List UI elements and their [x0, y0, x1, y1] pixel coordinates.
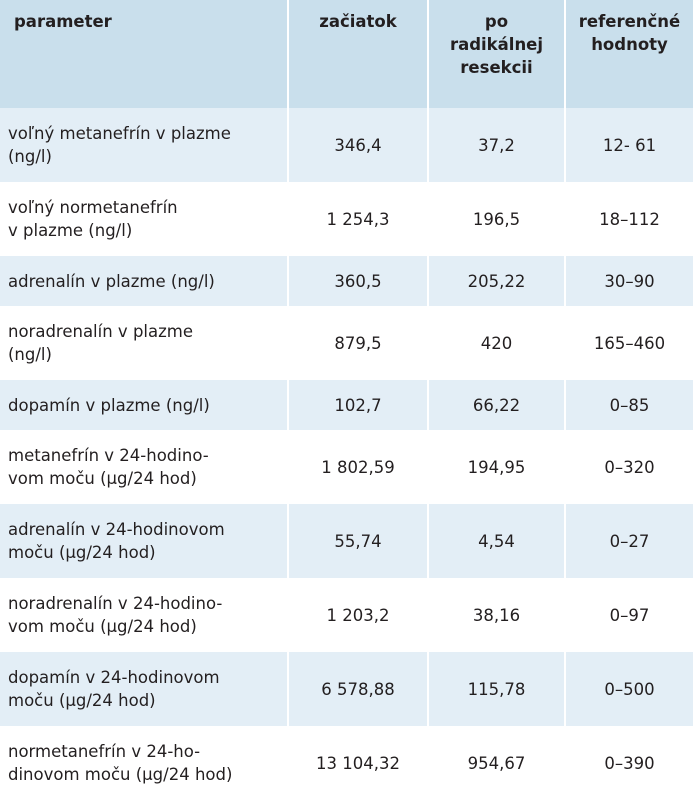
- table-row: dopamín v 24-hodinovom moču (µg/24 hod) 6 …: [0, 652, 693, 726]
- cell-line: moču (µg/24 hod): [8, 691, 156, 710]
- value-cell: 420: [427, 306, 565, 380]
- cell-line: dinovom moču (µg/24 hod): [8, 765, 233, 784]
- value-cell: 1 203,2: [287, 578, 428, 652]
- cell-line: normetanefrín v 24-ho-: [8, 742, 201, 761]
- value-cell: 346,4: [287, 108, 428, 182]
- value-cell: 360,5: [287, 256, 428, 306]
- cell-line: noradrenalín v plazme: [8, 322, 193, 341]
- table-row: adrenalín v plazme (ng/l) 360,5 205,22 30–9…: [0, 256, 693, 306]
- cell-line: dopamín v plazme (ng/l): [8, 395, 210, 415]
- value-cell: 0–320: [564, 430, 693, 504]
- value-cell: 18–112: [564, 182, 693, 256]
- cell-line: adrenalín v plazme (ng/l): [8, 271, 215, 291]
- value-cell: 0–390: [564, 726, 693, 800]
- cell-line: adrenalín v 24-hodinovom: [8, 520, 225, 539]
- cell-line: (ng/l): [8, 345, 52, 364]
- header-cell: referenčné hodnoty: [564, 0, 693, 108]
- parameter-cell: dopamín v plazme (ng/l): [0, 380, 288, 430]
- value-cell: 4,54: [427, 504, 565, 578]
- value-cell: 0–500: [564, 652, 693, 726]
- value-cell: 0–85: [564, 380, 693, 430]
- value-cell: 0–97: [564, 578, 693, 652]
- parameter-cell: voľný normetanefrín v plazme (ng/l): [0, 182, 288, 256]
- parameter-cell: noradrenalín v plazme (ng/l): [0, 306, 288, 380]
- value-cell: 6 578,88: [287, 652, 428, 726]
- table-row: voľný metanefrín v plazme (ng/l) 346,4 37,2…: [0, 108, 693, 182]
- value-cell: 12- 61: [564, 108, 693, 182]
- value-cell: 954,67: [427, 726, 565, 800]
- parameter-cell: dopamín v 24-hodinovom moču (µg/24 hod): [0, 652, 288, 726]
- table-row: adrenalín v 24-hodinovom moču (µg/24 hod)…: [0, 504, 693, 578]
- value-cell: 13 104,32: [287, 726, 428, 800]
- table-body: voľný metanefrín v plazme (ng/l) 346,4 37,2…: [0, 108, 693, 800]
- cell-line: začiatok: [319, 12, 397, 31]
- value-cell: 30–90: [564, 256, 693, 306]
- table-row: noradrenalín v 24-hodino-vom moču (µg/24…: [0, 578, 693, 652]
- value-cell: 1 802,59: [287, 430, 428, 504]
- parameter-cell: adrenalín v plazme (ng/l): [0, 256, 288, 306]
- table-row: voľný normetanefrín v plazme (ng/l) 1 254,…: [0, 182, 693, 256]
- table-row: noradrenalín v plazme (ng/l) 879,5 420 165–4…: [0, 306, 693, 380]
- table-row: dopamín v plazme (ng/l) 102,7 66,22 0–85: [0, 380, 693, 430]
- parameter-cell: voľný metanefrín v plazme (ng/l): [0, 108, 288, 182]
- value-cell: 115,78: [427, 652, 565, 726]
- value-cell: 879,5: [287, 306, 428, 380]
- cell-line: referenčné: [578, 12, 681, 31]
- cell-line: parameter: [14, 12, 112, 31]
- parameter-cell: noradrenalín v 24-hodino-vom moču (µg/24…: [0, 578, 288, 652]
- value-cell: 55,74: [287, 504, 428, 578]
- cell-line: resekcii: [460, 58, 533, 77]
- header-row: parameter začiatok po radikálnej resekcii ref…: [0, 0, 693, 108]
- header-cell: po radikálnej resekcii: [427, 0, 565, 108]
- cell-line: v plazme (ng/l): [8, 221, 133, 240]
- cell-line: voľný metanefrín v plazme: [8, 124, 231, 143]
- cell-line: vom moču (µg/24 hod): [8, 617, 197, 636]
- cell-line: voľný normetanefrín: [8, 198, 178, 217]
- cell-line: radikálnej: [449, 35, 544, 54]
- cell-line: noradrenalín v 24-hodino-: [8, 594, 223, 613]
- value-cell: 194,95: [427, 430, 565, 504]
- value-cell: 102,7: [287, 380, 428, 430]
- value-cell: 205,22: [427, 256, 565, 306]
- value-cell: 38,16: [427, 578, 565, 652]
- value-cell: 165–460: [564, 306, 693, 380]
- table-row: normetanefrín v 24-ho-dinovom moču (µg/2…: [0, 726, 693, 800]
- cell-line: hodnoty: [591, 35, 668, 54]
- value-cell: 0–27: [564, 504, 693, 578]
- value-cell: 66,22: [427, 380, 565, 430]
- cell-line: dopamín v 24-hodinovom: [8, 668, 220, 687]
- value-cell: 1 254,3: [287, 182, 428, 256]
- table-row: metanefrín v 24-hodino-vom moču (µg/24 h…: [0, 430, 693, 504]
- cell-line: (ng/l): [8, 147, 52, 166]
- value-cell: 196,5: [427, 182, 565, 256]
- cell-line: po: [484, 12, 509, 31]
- parameter-cell: metanefrín v 24-hodino-vom moču (µg/24 h…: [0, 430, 288, 504]
- cell-line: moču (µg/24 hod): [8, 543, 156, 562]
- value-cell: 37,2: [427, 108, 565, 182]
- header-cell: parameter: [0, 0, 288, 108]
- cell-line: vom moču (µg/24 hod): [8, 469, 197, 488]
- parameter-cell: normetanefrín v 24-ho-dinovom moču (µg/2…: [0, 726, 288, 800]
- parameter-cell: adrenalín v 24-hodinovom moču (µg/24 hod): [0, 504, 288, 578]
- header-cell: začiatok: [287, 0, 428, 108]
- cell-line: metanefrín v 24-hodino-: [8, 446, 209, 465]
